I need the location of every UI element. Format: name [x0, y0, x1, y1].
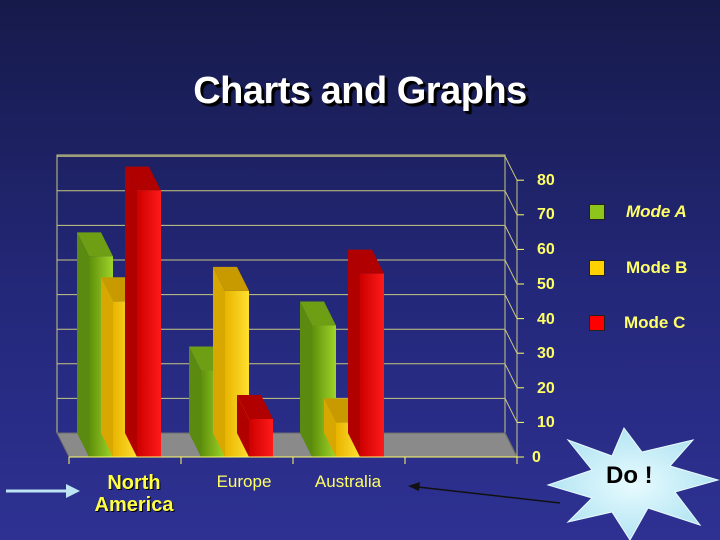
bar-mode-c: [125, 166, 161, 457]
legend-swatch-mode-c: [589, 315, 605, 331]
bar-front-face: [249, 418, 273, 457]
left-arrow-icon: [6, 484, 80, 498]
bars-group: [77, 166, 384, 457]
legend-swatch-mode-a: [589, 204, 605, 220]
y-tick-label: 70: [537, 206, 555, 223]
gridline-depth: [504, 398, 518, 423]
bar-mode-c: [348, 249, 384, 457]
bar-top-face: [237, 394, 273, 419]
gridline-depth: [504, 155, 518, 181]
bar-side-face: [77, 232, 89, 457]
callout-text: Do !: [606, 462, 653, 489]
starburst-callout-icon[interactable]: [546, 427, 720, 540]
bar-side-face: [189, 346, 201, 457]
legend-label-mode-c: Mode C: [624, 313, 686, 332]
bar-top-face: [300, 301, 336, 326]
bar-front-face: [137, 190, 161, 457]
bar-mode-a: [300, 301, 336, 457]
gridline-depth: [504, 259, 518, 285]
y-tick-label: 60: [537, 241, 555, 258]
bar-side-face: [300, 301, 312, 457]
bar-side-face: [324, 398, 336, 457]
y-tick-label: 0: [532, 449, 541, 466]
bar-side-face: [348, 249, 360, 457]
x-axis-tick-marks: [68, 457, 518, 464]
gridline-depth: [504, 190, 518, 216]
category-label-north-america: North America: [94, 472, 174, 516]
y-tick-label: 80: [537, 172, 555, 189]
bar-top-face: [213, 266, 249, 291]
category-label-europe: Europe: [216, 472, 272, 491]
bar-top-face: [125, 166, 161, 191]
y-axis-tick-marks: [517, 179, 524, 458]
y-tick-label: 30: [537, 345, 555, 362]
pointer-arrow-icon: [408, 482, 561, 504]
bar-mode-c: [237, 394, 273, 457]
bar-side-face: [125, 166, 137, 457]
gridline-depth: [504, 294, 518, 319]
gridline-depth: [504, 363, 518, 389]
bar-side-face: [213, 266, 225, 457]
y-tick-label: 10: [537, 414, 555, 431]
bar-side-face: [101, 277, 113, 457]
slide-title: Charts and Graphs: [193, 70, 527, 112]
legend-label-mode-a: Mode A: [626, 202, 687, 221]
category-label-australia: Australia: [314, 472, 382, 491]
legend-label-mode-b: Mode B: [626, 258, 688, 277]
bar-front-face: [360, 273, 384, 457]
y-tick-label: 40: [537, 311, 555, 328]
gridline-depth: [504, 328, 518, 354]
gridline-depth: [504, 225, 518, 250]
bar-top-face: [77, 232, 113, 257]
y-tick-label: 20: [537, 380, 555, 397]
legend-swatch-mode-b: [589, 260, 605, 276]
y-tick-label: 50: [537, 276, 555, 293]
bar-side-face: [237, 394, 249, 457]
bar-top-face: [348, 249, 384, 274]
